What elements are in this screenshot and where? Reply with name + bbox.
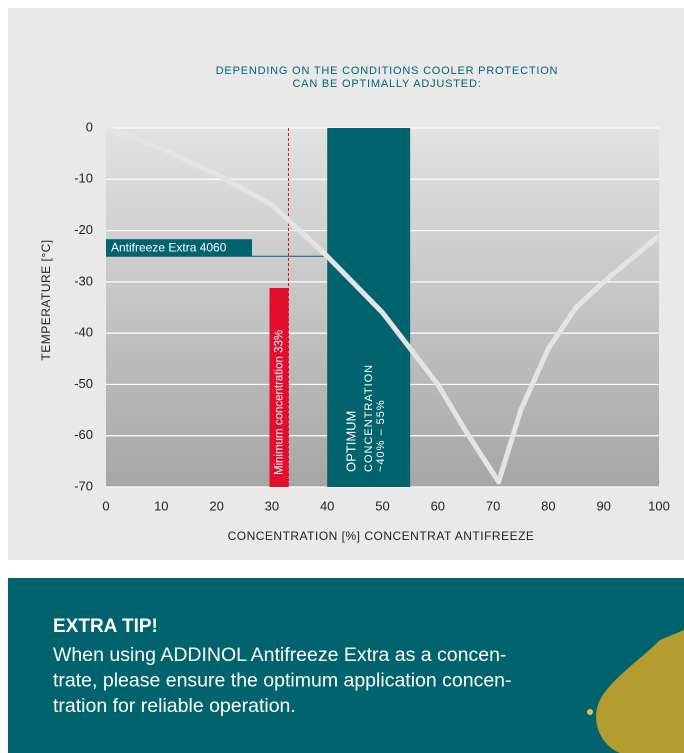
tip-text: trate, please ensure the optimum applica… [53, 670, 512, 692]
y-tick-label: -50 [74, 376, 93, 391]
x-tick-label: 10 [154, 498, 168, 513]
x-tick-label: 80 [541, 498, 555, 513]
optimum-band [327, 128, 411, 487]
x-tick-label: 20 [209, 498, 223, 513]
y-tick-label: -30 [74, 273, 93, 288]
x-tick-label: 60 [431, 498, 445, 513]
tip-text: When using ADDINOL Antifreeze Extra as a… [53, 644, 506, 666]
optimum-label: ~40% – 55% [375, 399, 387, 472]
y-tick-label: -40 [74, 325, 93, 340]
chart-title: CAN BE OPTIMALLY ADJUSTED: [292, 78, 481, 90]
x-tick-label: 40 [320, 498, 334, 513]
x-tick-label: 0 [102, 498, 109, 513]
x-axis-label: CONCENTRATION [%] CONCENTRAT ANTIFREEZE [228, 529, 535, 543]
y-tick-label: -20 [74, 222, 93, 237]
oil-drop [587, 709, 593, 715]
product-label: Antifreeze Extra 4060 [111, 240, 227, 254]
product-box [106, 239, 252, 257]
y-tick-label: -60 [74, 427, 93, 442]
x-tick-label: 30 [265, 498, 279, 513]
x-tick-label: 70 [486, 498, 500, 513]
minimum-box [269, 288, 289, 487]
oil-drop [596, 630, 684, 753]
x-tick-label: 90 [596, 498, 610, 513]
optimum-label: CONCENTRATION [363, 364, 375, 472]
minimum-label: Minimum concentration 33% [274, 330, 286, 475]
freeze-curve [105, 125, 661, 485]
tip-text: tration for reliable operation. [53, 695, 296, 717]
y-axis-label: TEMPERATURE [°C] [39, 239, 53, 360]
tip-box [8, 578, 684, 753]
y-tick-label: 0 [86, 119, 93, 134]
optimum-label: OPTIMUM [343, 411, 358, 472]
y-tick-label: -10 [74, 171, 93, 186]
y-tick-label: -70 [74, 478, 93, 493]
x-tick-label: 100 [648, 498, 670, 513]
tip-title: EXTRA TIP! [53, 616, 158, 637]
x-tick-label: 50 [375, 498, 389, 513]
chart: DEPENDING ON THE CONDITIONS COOLER PROTE… [39, 65, 670, 543]
chart-title: DEPENDING ON THE CONDITIONS COOLER PROTE… [216, 65, 559, 77]
